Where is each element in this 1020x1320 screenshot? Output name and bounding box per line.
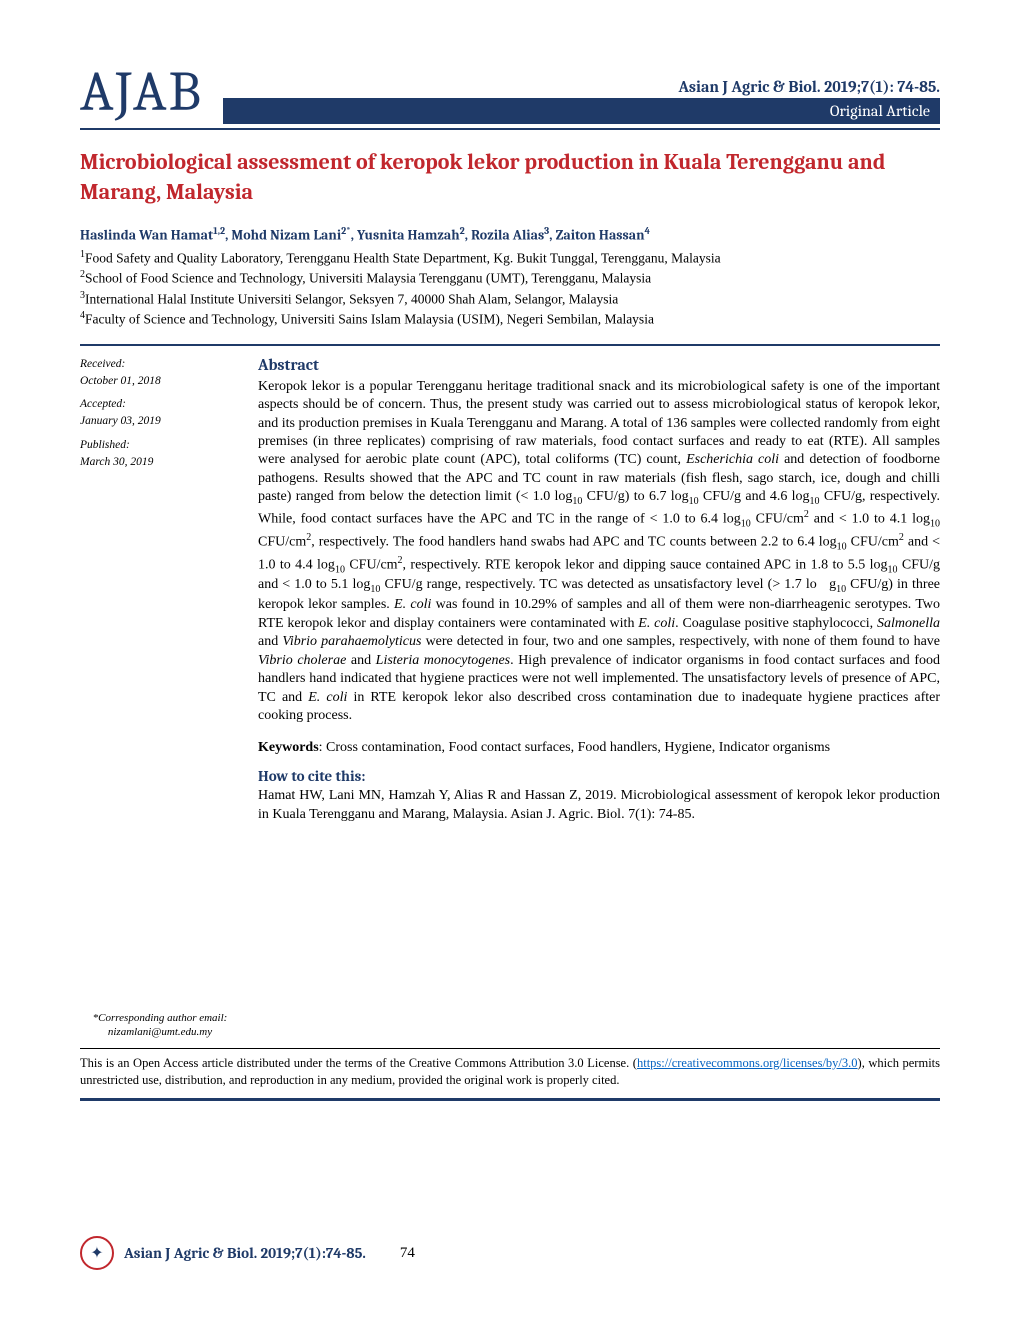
published-block: Published: March 30, 2019 <box>80 437 240 472</box>
footer-logo-icon: ✦ <box>80 1236 114 1270</box>
accepted-label: Accepted: <box>80 396 240 413</box>
left-sidebar: Received: October 01, 2018 Accepted: Jan… <box>80 356 240 1040</box>
corresponding-label: *Corresponding author email: <box>80 1011 240 1025</box>
right-main: Abstract Keropok lekor is a popular Tere… <box>258 356 940 1040</box>
footer-page-number: 74 <box>400 1245 415 1262</box>
content-row: Received: October 01, 2018 Accepted: Jan… <box>80 356 940 1040</box>
corresponding-block: *Corresponding author email: nizamlani@u… <box>80 1011 240 1040</box>
journal-logo: AJAB <box>80 60 203 124</box>
keywords-text: : Cross contamination, Food contact surf… <box>319 740 830 755</box>
published-label: Published: <box>80 437 240 454</box>
abstract-body: Keropok lekor is a popular Terengganu he… <box>258 378 940 726</box>
article-type-bar: Original Article <box>223 98 940 124</box>
journal-citation-top: Asian J Agric & Biol. 2019;7(1): 74-85. <box>223 78 940 96</box>
published-date: March 30, 2019 <box>80 454 240 471</box>
corresponding-email: nizamlani@umt.edu.my <box>80 1025 240 1039</box>
received-label: Received: <box>80 356 240 373</box>
footer-citation: Asian J Agric & Biol. 2019;7(1):74-85. <box>124 1244 366 1262</box>
article-title: Microbiological assessment of keropok le… <box>80 148 940 207</box>
authors-line: Haslinda Wan Hamat1,2, Mohd Nizam Lani2*… <box>80 225 940 244</box>
accepted-date: January 03, 2019 <box>80 413 240 430</box>
cite-heading: How to cite this: <box>258 767 940 785</box>
header-right: Asian J Agric & Biol. 2019;7(1): 74-85. … <box>223 78 940 124</box>
abstract-heading: Abstract <box>258 356 940 374</box>
license-prefix: This is an Open Access article distribut… <box>80 1056 637 1070</box>
bottom-rule <box>80 1098 940 1101</box>
keywords-block: Keywords: Cross contamination, Food cont… <box>258 738 940 758</box>
license-link[interactable]: https://creativecommons.org/licenses/by/… <box>637 1056 858 1070</box>
mid-rule <box>80 344 940 346</box>
license-rule-top <box>80 1048 940 1049</box>
received-block: Received: October 01, 2018 <box>80 356 240 391</box>
cite-text: Hamat HW, Lani MN, Hamzah Y, Alias R and… <box>258 787 940 824</box>
received-date: October 01, 2018 <box>80 373 240 390</box>
affiliations-block: 1Food Safety and Quality Laboratory, Ter… <box>80 248 940 330</box>
header-rule <box>80 128 940 130</box>
keywords-label: Keywords <box>258 740 319 755</box>
accepted-block: Accepted: January 03, 2019 <box>80 396 240 431</box>
header-row: AJAB Asian J Agric & Biol. 2019;7(1): 74… <box>80 60 940 124</box>
license-text: This is an Open Access article distribut… <box>80 1055 940 1089</box>
footer: ✦ Asian J Agric & Biol. 2019;7(1):74-85.… <box>80 1236 940 1270</box>
